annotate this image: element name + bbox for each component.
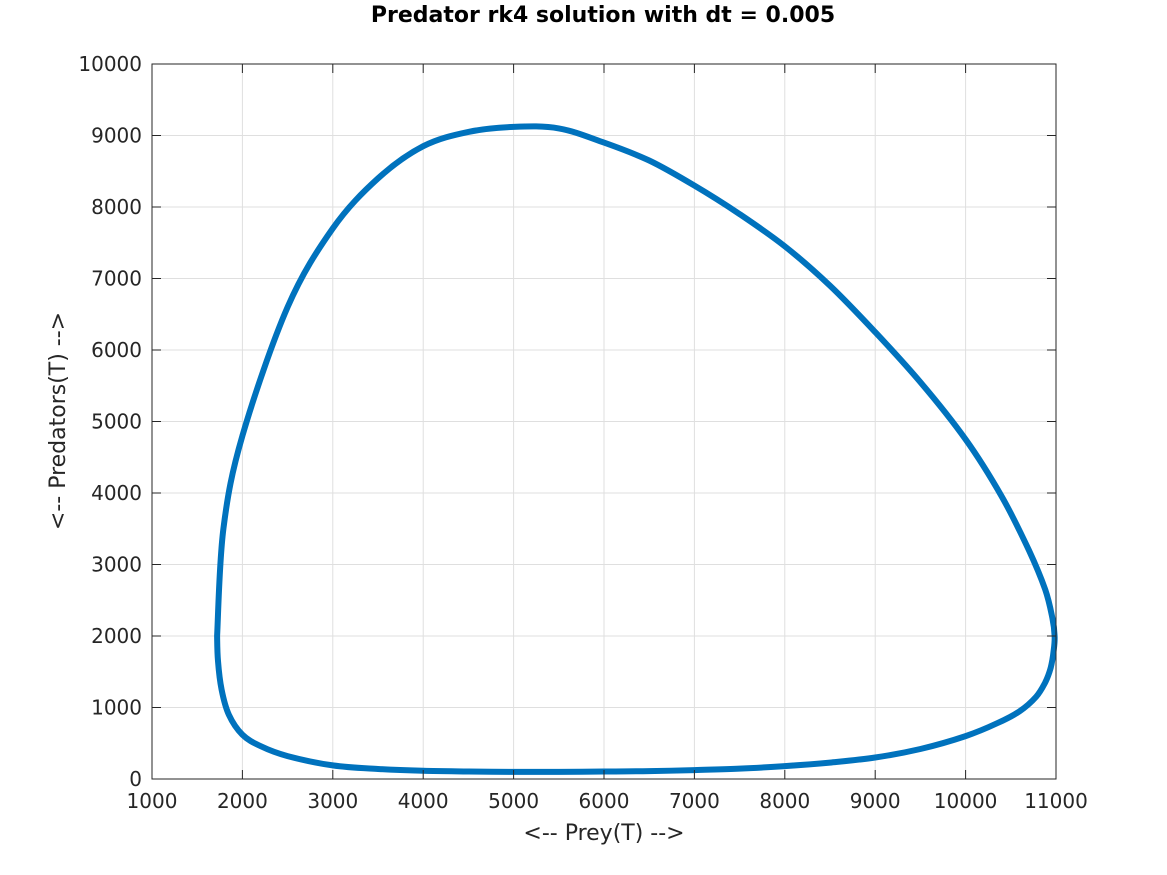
x-tick-label: 10000	[934, 789, 998, 813]
x-axis-label: <-- Prey(T) -->	[523, 821, 684, 846]
x-tick-label: 4000	[398, 789, 449, 813]
y-tick-label: 0	[129, 767, 142, 791]
chart-title: Predator rk4 solution with dt = 0.005	[371, 3, 835, 28]
y-tick-label: 7000	[91, 267, 142, 291]
x-tick-label: 1000	[127, 789, 178, 813]
x-tick-label: 3000	[307, 789, 358, 813]
y-tick-label: 4000	[91, 481, 142, 505]
y-tick-label: 10000	[78, 52, 142, 76]
x-tick-label: 11000	[1024, 789, 1088, 813]
x-tick-label: 9000	[850, 789, 901, 813]
x-tick-labels: 1000 2000 3000 4000 5000 6000 7000 8000 9000 1000…	[127, 789, 1088, 813]
y-tick-label: 6000	[91, 338, 142, 362]
x-tick-label: 5000	[488, 789, 539, 813]
x-tick-label: 8000	[759, 789, 810, 813]
y-tick-labels: 0 1000 2000 3000 4000 5000 6000 7000 8000 9000 100…	[78, 52, 142, 791]
y-tick-label: 1000	[91, 696, 142, 720]
data-series	[214, 123, 1058, 775]
x-tick-label: 2000	[217, 789, 268, 813]
y-tick-label: 2000	[91, 624, 142, 648]
y-tick-label: 5000	[91, 410, 142, 434]
y-tick-label: 9000	[91, 124, 142, 148]
y-tick-label: 8000	[91, 195, 142, 219]
x-tick-label: 7000	[669, 789, 720, 813]
x-tick-label: 6000	[579, 789, 630, 813]
tick-marks	[151, 63, 1057, 780]
y-axis-label: <-- Predators(T) -->	[46, 312, 71, 530]
y-tick-label: 3000	[91, 553, 142, 577]
series-line	[214, 123, 1058, 775]
